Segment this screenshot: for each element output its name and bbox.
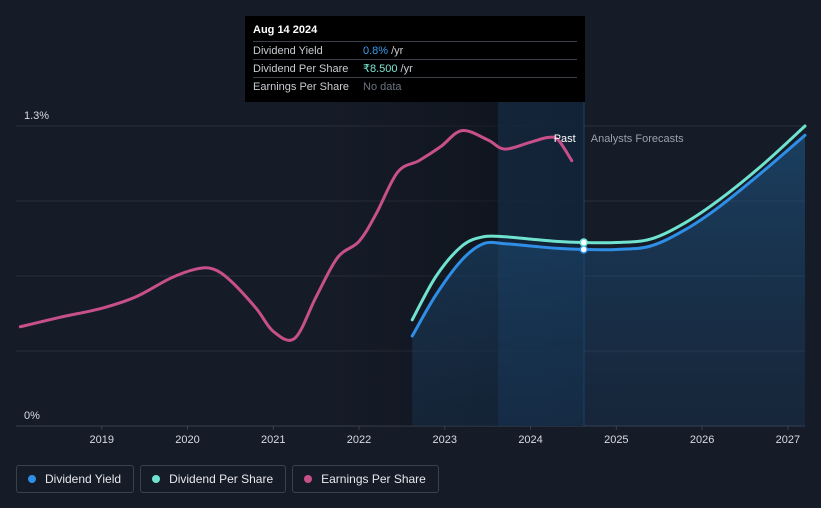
series-areas [412, 135, 805, 426]
legend-dot-icon [152, 475, 161, 483]
legend-item-dividend-per-share[interactable]: Dividend Per Share [140, 465, 287, 493]
earnings-per-share-line [18, 129, 574, 342]
tooltip-date: Aug 14 2024 [253, 24, 318, 36]
x-tick-label: 2021 [261, 434, 285, 446]
y-tick-label: 1.3% [24, 110, 49, 122]
x-tick-label: 2020 [175, 434, 199, 446]
x-tick-label: 2019 [90, 434, 114, 446]
legend-label: Dividend Yield [45, 472, 122, 486]
x-tick-label: 2026 [690, 434, 714, 446]
tooltip-value: ₹8.500 [363, 63, 398, 75]
legend-item-dividend-yield[interactable]: Dividend Yield [16, 465, 135, 493]
legend-dot-icon [28, 475, 36, 483]
dividend-yield-area [412, 135, 805, 426]
tooltip: Aug 14 2024 Dividend Yield 0.8% /yr Divi… [245, 16, 585, 102]
legend-label: Earnings Per Share [321, 472, 426, 486]
tooltip-row-dividend-yield: Dividend Yield 0.8% /yr [253, 41, 577, 59]
highlight-point [579, 238, 588, 247]
dividend-per-share-line [410, 124, 807, 322]
tooltip-label: Earnings Per Share [253, 80, 349, 93]
tooltip-value: 0.8% [363, 44, 389, 57]
tooltip-unit: /yr [391, 44, 404, 57]
legend-item-earnings-per-share[interactable]: Earnings Per Share [292, 465, 439, 493]
series-lines [18, 124, 807, 342]
tooltip-row-dividend-per-share: Dividend Per Share ₹8.500 /yr [253, 59, 577, 77]
y-tick-label: 0% [24, 410, 40, 422]
tooltip-label: Dividend Yield [253, 44, 323, 57]
highlight-point [579, 245, 588, 254]
tooltip-value: No data [363, 80, 402, 93]
highlight-markers [579, 238, 588, 254]
tooltip-row-earnings-per-share: Earnings Per Share No data [253, 77, 577, 95]
legend-label: Dividend Per Share [169, 472, 274, 486]
x-tick-label: 2025 [604, 434, 628, 446]
x-tick-label: 2023 [433, 434, 457, 446]
dividend-yield-line [410, 133, 807, 338]
x-tick-label: 2024 [518, 434, 542, 446]
forecast-label: Analysts Forecasts [591, 133, 684, 145]
legend-dot-icon [304, 475, 313, 483]
axis-labels: 1.3% 0% 2019 2020 2021 2022 2023 2024 2025 2026 20… [24, 110, 800, 446]
tooltip-unit: /yr [400, 62, 413, 75]
legend: Dividend Yield Dividend Per Share Earnin… [16, 465, 439, 493]
tooltip-label: Dividend Per Share [253, 62, 349, 75]
past-label: Past [554, 133, 576, 145]
x-tick-label: 2027 [776, 434, 800, 446]
x-tick-label: 2022 [347, 434, 371, 446]
chart-canvas: 1.3% 0% 2019 2020 2021 2022 2023 2024 2025 2026 20… [16, 100, 807, 446]
